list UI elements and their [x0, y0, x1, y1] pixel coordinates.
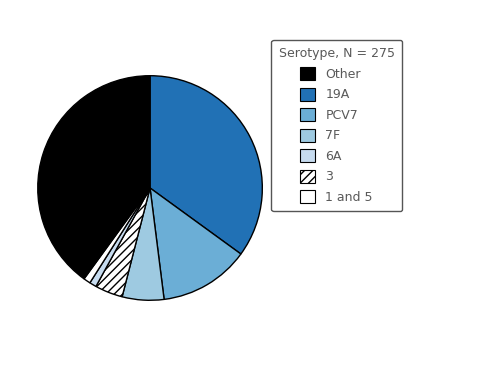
Wedge shape: [38, 76, 150, 279]
Wedge shape: [122, 188, 164, 300]
Wedge shape: [90, 188, 150, 287]
Wedge shape: [150, 76, 262, 254]
Wedge shape: [150, 188, 241, 299]
Legend: Other, 19A, PCV7, 7F, 6A, 3, 1 and 5: Other, 19A, PCV7, 7F, 6A, 3, 1 and 5: [271, 40, 402, 211]
Wedge shape: [84, 188, 150, 283]
Wedge shape: [96, 188, 150, 297]
